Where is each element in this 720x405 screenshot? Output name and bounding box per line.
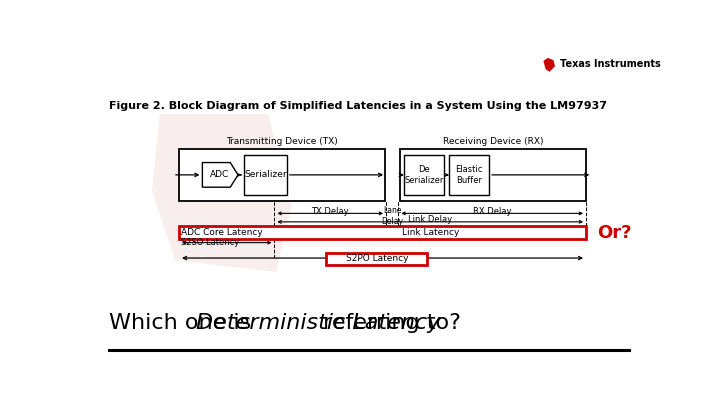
Text: Deterministic Latency: Deterministic Latency <box>196 313 441 333</box>
Text: TX Delay: TX Delay <box>312 207 349 216</box>
Text: Elastic
Buffer: Elastic Buffer <box>455 165 482 185</box>
Bar <box>449 155 489 195</box>
Text: S2PO Latency: S2PO Latency <box>346 254 408 263</box>
Bar <box>244 155 287 195</box>
Polygon shape <box>202 162 238 187</box>
Text: Which one is: Which one is <box>109 313 258 333</box>
Text: Lane
Delay: Lane Delay <box>382 207 403 226</box>
Bar <box>179 149 384 201</box>
Text: De
Serializer: De Serializer <box>405 165 444 185</box>
Bar <box>400 149 586 201</box>
Text: RX Delay: RX Delay <box>473 207 511 216</box>
Text: Link Latency: Link Latency <box>402 228 459 237</box>
Text: Or?: Or? <box>598 224 632 242</box>
Bar <box>179 226 586 239</box>
Text: Transmitting Device (TX): Transmitting Device (TX) <box>226 137 338 146</box>
Text: ADC Core Latency: ADC Core Latency <box>181 228 262 237</box>
Text: Link Delay: Link Delay <box>408 215 452 224</box>
Bar <box>326 253 427 265</box>
Text: S2SO Latency: S2SO Latency <box>181 238 240 247</box>
Text: Serializer: Serializer <box>244 171 287 179</box>
Text: Texas Instruments: Texas Instruments <box>559 59 660 69</box>
Text: Figure 2. Block Diagram of Simplified Latencies in a System Using the LM97937: Figure 2. Block Diagram of Simplified La… <box>109 101 608 111</box>
Polygon shape <box>544 58 555 72</box>
Text: referring to?: referring to? <box>316 313 462 333</box>
Polygon shape <box>152 114 292 272</box>
Text: Receiving Device (RX): Receiving Device (RX) <box>443 137 544 146</box>
Text: ADC: ADC <box>210 171 229 179</box>
Bar <box>404 155 444 195</box>
